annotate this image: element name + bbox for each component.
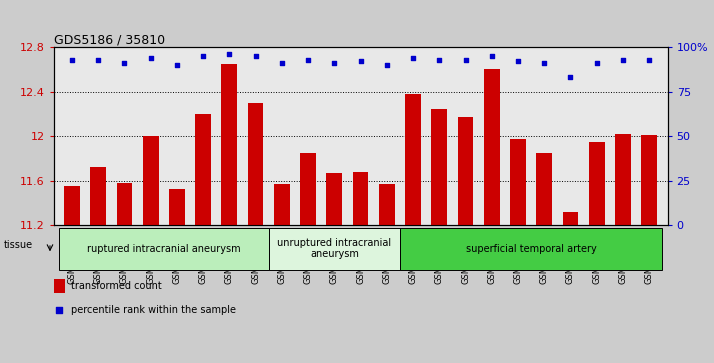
Bar — [510, 139, 526, 225]
Bar — [563, 212, 578, 225]
Point — [92, 57, 104, 62]
Point — [513, 58, 524, 64]
Point — [591, 60, 603, 66]
Point — [408, 55, 419, 61]
Text: unruptured intracranial
aneurysm: unruptured intracranial aneurysm — [277, 238, 391, 260]
Bar — [353, 172, 368, 225]
Bar — [379, 184, 395, 225]
Point — [565, 74, 576, 80]
Point — [54, 307, 65, 313]
Bar — [536, 153, 552, 225]
Point — [538, 60, 550, 66]
Text: GDS5186 / 35810: GDS5186 / 35810 — [54, 33, 165, 46]
Bar — [268, 228, 400, 270]
Point — [145, 55, 156, 61]
Point — [433, 57, 445, 62]
Bar — [400, 228, 663, 270]
Bar — [405, 94, 421, 225]
Bar — [458, 117, 473, 225]
Point — [171, 62, 183, 68]
Point — [302, 57, 313, 62]
Bar — [54, 280, 64, 293]
Point — [328, 60, 340, 66]
Bar — [641, 135, 657, 225]
Point — [381, 62, 393, 68]
Bar — [59, 228, 268, 270]
Point — [460, 57, 471, 62]
Bar — [116, 183, 132, 225]
Point — [618, 57, 629, 62]
Bar — [248, 103, 263, 225]
Bar — [484, 69, 500, 225]
Bar — [169, 189, 185, 225]
Point — [643, 57, 655, 62]
Bar — [615, 134, 631, 225]
Point — [119, 60, 130, 66]
Bar — [90, 167, 106, 225]
Point — [223, 52, 235, 57]
Bar — [195, 114, 211, 225]
Point — [250, 53, 261, 59]
Bar — [274, 184, 290, 225]
Bar — [326, 173, 342, 225]
Text: superficial temporal artery: superficial temporal artery — [466, 244, 596, 254]
Text: percentile rank within the sample: percentile rank within the sample — [71, 305, 236, 315]
Bar — [143, 136, 159, 225]
Point — [276, 60, 288, 66]
Point — [197, 53, 208, 59]
Text: ruptured intracranial aneurysm: ruptured intracranial aneurysm — [87, 244, 241, 254]
Point — [66, 57, 78, 62]
Text: transformed count: transformed count — [71, 281, 161, 291]
Bar — [64, 186, 80, 225]
Bar — [589, 142, 605, 225]
Point — [486, 53, 498, 59]
Bar — [221, 64, 237, 225]
Bar — [300, 153, 316, 225]
Text: tissue: tissue — [4, 240, 33, 250]
Point — [355, 58, 366, 64]
Bar — [431, 109, 447, 225]
